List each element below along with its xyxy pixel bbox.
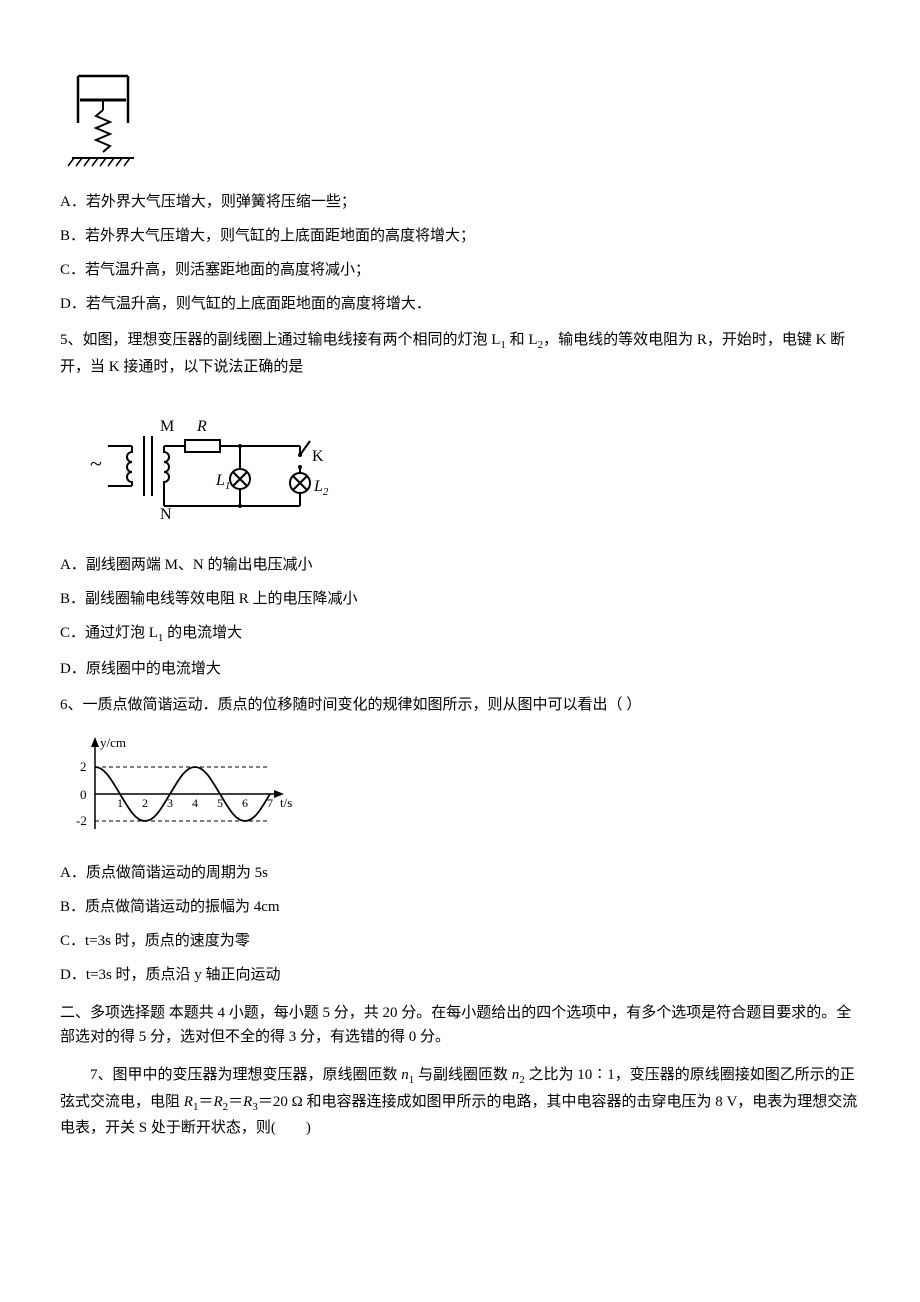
q7-stem: 7、图甲中的变压器为理想变压器，原线圈匝数 n1 与副线圈匝数 n2 之比为 1…	[60, 1063, 860, 1140]
q7-r2: R	[213, 1094, 222, 1110]
ac-tilde: ~	[90, 451, 102, 476]
xtick-2: 2	[142, 796, 148, 810]
q4-option-d: D．若气温升高，则气缸的上底面距地面的高度将增大．	[60, 292, 860, 316]
xtick-6: 6	[242, 796, 248, 810]
sine-graph-svg: y/cm t/s 2 0 -2 1 2 3 4 5 6 7	[60, 729, 300, 849]
q5-stem-a: 5、如图，理想变压器的副线圈上通过输电线接有两个相同的灯泡 L	[60, 332, 500, 348]
x-axis-label: t/s	[280, 795, 292, 810]
q5-c-a: C．通过灯泡 L	[60, 625, 158, 641]
label-r: R	[196, 418, 207, 435]
label-k: K	[312, 448, 324, 465]
q6-option-c: C．t=3s 时，质点的速度为零	[60, 929, 860, 953]
q6-option-a: A．质点做简谐运动的周期为 5s	[60, 861, 860, 885]
q5-option-a: A．副线圈两端 M、N 的输出电压减小	[60, 553, 860, 577]
q6-stem: 6、一质点做简谐运动．质点的位移随时间变化的规律如图所示，则从图中可以看出（ ）	[60, 693, 860, 717]
q4-option-a: A．若外界大气压增大，则弹簧将压缩一些；	[60, 190, 860, 214]
ytick-0: 0	[80, 787, 87, 802]
q5-stem: 5、如图，理想变压器的副线圈上通过输电线接有两个相同的灯泡 L1 和 L2，输电…	[60, 328, 860, 379]
q5-option-c: C．通过灯泡 L1 的电流增大	[60, 621, 860, 648]
label-m: M	[160, 418, 174, 435]
q7-eq1: ＝	[198, 1094, 213, 1110]
label-l1: L1	[215, 472, 230, 492]
piston-spring-figure	[60, 68, 860, 178]
ytick-neg2: -2	[76, 813, 87, 828]
q7-p1b: 与副线圈匝数	[414, 1067, 512, 1083]
label-n: N	[160, 506, 172, 523]
q7-r1: R	[184, 1094, 193, 1110]
q4-option-b: B．若外界大气压增大，则气缸的上底面距地面的高度将增大；	[60, 224, 860, 248]
q7-n1: n	[401, 1067, 409, 1083]
label-l2: L2	[313, 478, 329, 498]
q7-r3: R	[243, 1094, 252, 1110]
ytick-2: 2	[80, 759, 87, 774]
xtick-4: 4	[192, 796, 198, 810]
piston-spring-svg	[60, 68, 150, 178]
q5-option-b: B．副线圈输电线等效电阻 R 上的电压降减小	[60, 587, 860, 611]
q7-eq2: ＝	[228, 1094, 243, 1110]
q4-option-c: C．若气温升高，则活塞距地面的高度将减小；	[60, 258, 860, 282]
q7-p1a: 7、图甲中的变压器为理想变压器，原线圈匝数	[90, 1067, 401, 1083]
transformer-figure: ~ M N R L1 K	[60, 391, 860, 541]
sine-graph-figure: y/cm t/s 2 0 -2 1 2 3 4 5 6 7	[60, 729, 860, 849]
section2-heading: 二、多项选择题 本题共 4 小题，每小题 5 分，共 20 分。在每小题给出的四…	[60, 1001, 860, 1049]
q5-stem-b: 和 L	[506, 332, 538, 348]
q6-option-b: B．质点做简谐运动的振幅为 4cm	[60, 895, 860, 919]
q5-c-b: 的电流增大	[163, 625, 242, 641]
q5-option-d: D．原线圈中的电流增大	[60, 657, 860, 681]
y-axis-label: y/cm	[100, 735, 126, 750]
q6-option-d: D．t=3s 时，质点沿 y 轴正向运动	[60, 963, 860, 987]
transformer-svg: ~ M N R L1 K	[60, 391, 340, 541]
